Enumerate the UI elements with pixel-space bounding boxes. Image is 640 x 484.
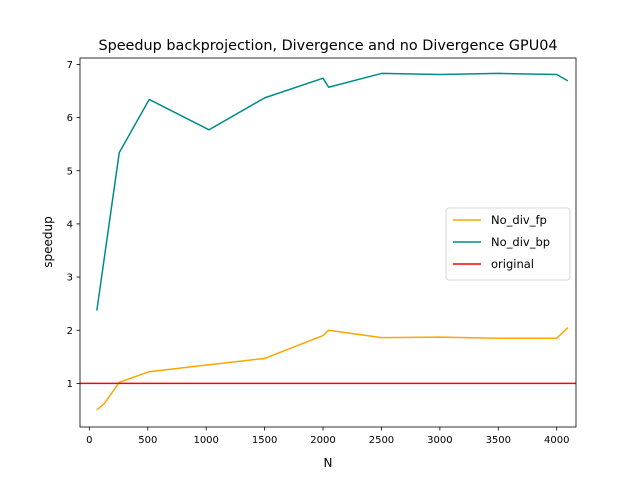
y-tick-label: 5 xyxy=(67,166,73,177)
x-tick-label: 0 xyxy=(86,435,92,446)
legend-label: original xyxy=(491,257,534,271)
y-tick-label: 6 xyxy=(67,113,73,124)
y-tick-label: 3 xyxy=(67,273,73,284)
series-line-no-div-fp xyxy=(96,327,569,411)
x-tick-label: 4000 xyxy=(544,435,569,446)
legend: No_div_fp No_div_bp original xyxy=(445,207,571,281)
legend-box xyxy=(445,207,571,281)
legend-label: No_div_bp xyxy=(491,235,550,249)
x-tick-label: 2000 xyxy=(310,435,335,446)
plot-frame xyxy=(79,57,577,428)
x-tick-label: 3000 xyxy=(427,435,452,446)
x-tick-label: 1000 xyxy=(193,435,218,446)
x-tick-label: 2500 xyxy=(369,435,394,446)
chart-title: Speedup backprojection, Divergence and n… xyxy=(98,38,557,54)
x-axis-label: N xyxy=(324,456,333,470)
y-tick-label: 2 xyxy=(67,326,73,337)
series-line-no-div-bp xyxy=(96,72,569,311)
x-tick-label: 1500 xyxy=(252,435,277,446)
y-tick-label: 1 xyxy=(67,379,73,390)
y-axis-label: speedup xyxy=(41,216,55,267)
y-tick-label: 7 xyxy=(67,60,73,71)
y-tick-label: 4 xyxy=(67,219,73,230)
x-tick-label: 3500 xyxy=(486,435,511,446)
series-layer xyxy=(80,72,576,411)
x-tick-label: 500 xyxy=(138,435,157,446)
legend-label: No_div_fp xyxy=(491,213,547,227)
axes-layer: 0 500 1000 1500 2000 2500 3000 3500 4000 1 2 3 4 5 6 7 xyxy=(67,57,577,446)
